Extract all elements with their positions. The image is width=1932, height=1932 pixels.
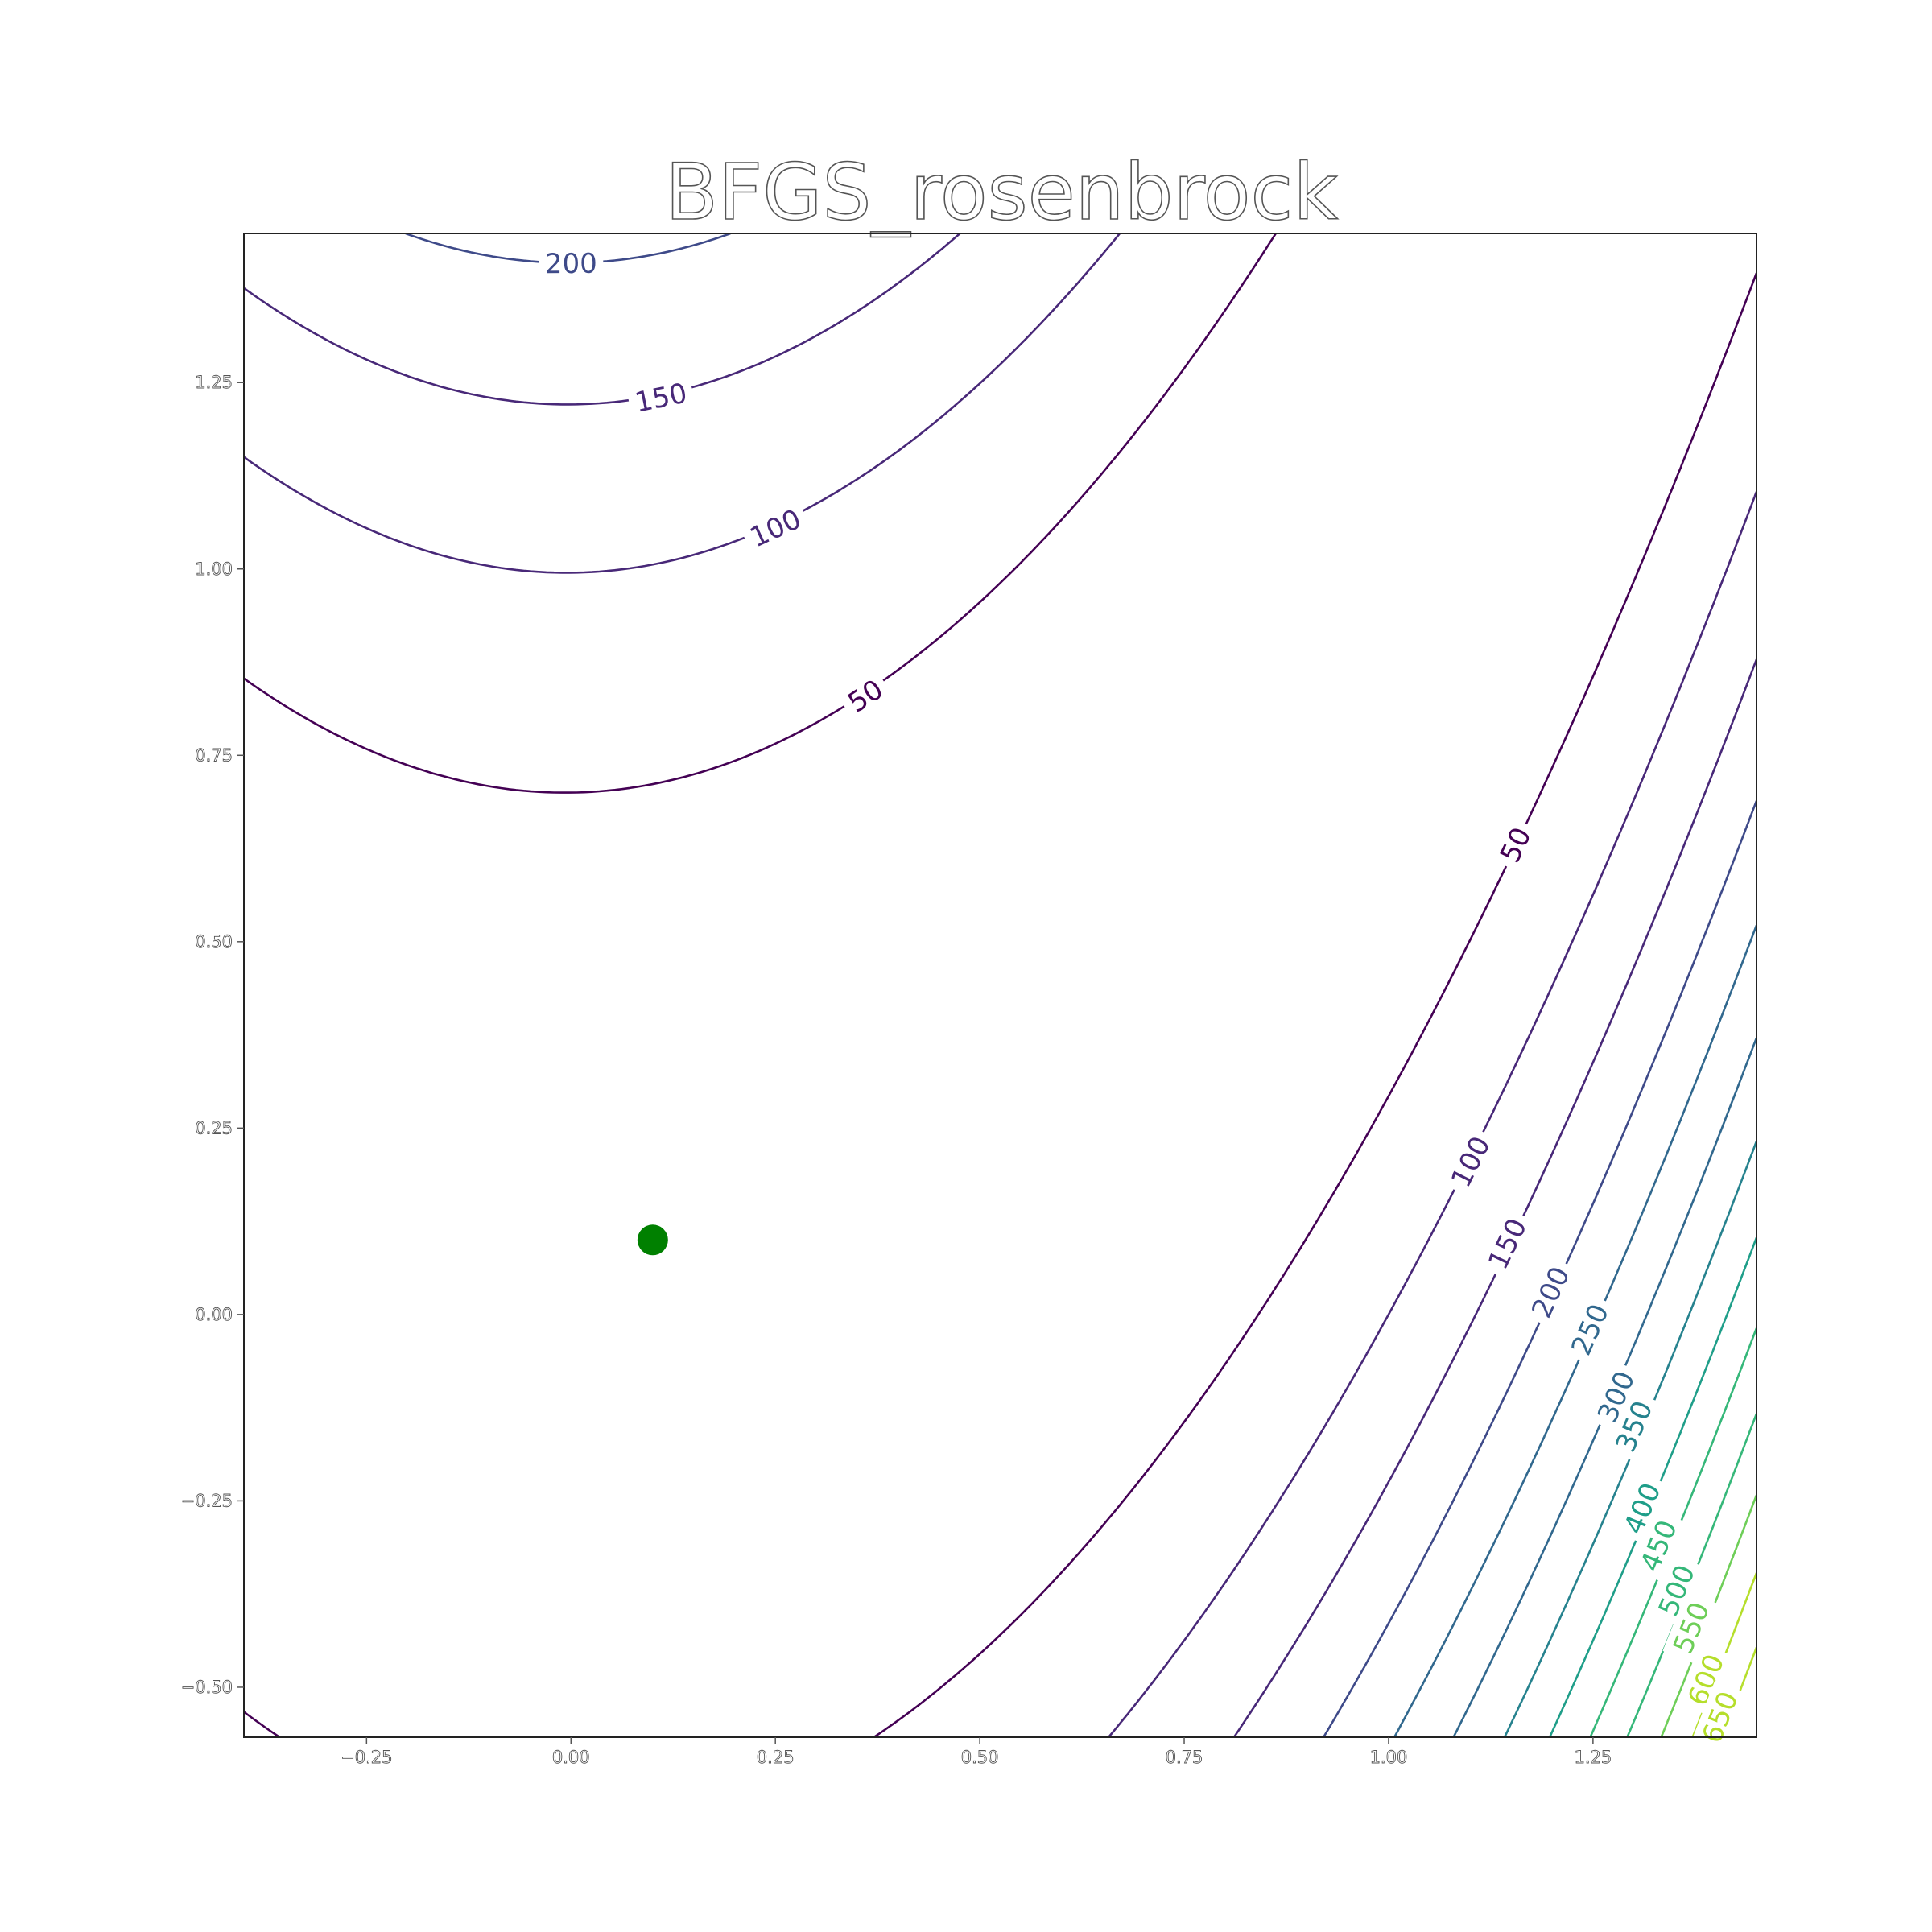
contour-label-background bbox=[1439, 1125, 1501, 1199]
x-tick-label: 0.00 bbox=[552, 1748, 590, 1767]
contour-label-background bbox=[1477, 1207, 1538, 1281]
start-point-marker bbox=[637, 1224, 668, 1256]
contour-label-background bbox=[1560, 1292, 1620, 1366]
contour-label-background bbox=[836, 667, 895, 724]
contour-label-background bbox=[1691, 1680, 1748, 1754]
contour-label-background bbox=[1677, 1643, 1735, 1716]
point-markers bbox=[637, 1224, 668, 1256]
y-tick-label: −0.50 bbox=[181, 1678, 233, 1697]
x-tick-label: 0.25 bbox=[757, 1748, 795, 1767]
x-tick-label: −0.25 bbox=[341, 1748, 392, 1767]
contour-label-background bbox=[1648, 1554, 1705, 1627]
contour-label-background bbox=[1662, 1591, 1719, 1665]
x-tick-label: 0.50 bbox=[961, 1748, 999, 1767]
plot-frame bbox=[243, 233, 1757, 1738]
contour-line-250 bbox=[1393, 924, 1757, 1737]
y-tick-label: 0.50 bbox=[195, 932, 233, 952]
y-tick-label: 1.25 bbox=[195, 373, 233, 392]
y-axis: −0.50 −0.25 0.00 0.25 0.50 0.75 1.00 1.25 bbox=[180, 373, 244, 1697]
contour-line-200 bbox=[405, 233, 1757, 1737]
contour-lines bbox=[244, 233, 1757, 1737]
contour-label-background bbox=[1489, 815, 1542, 874]
y-tick-label: 0.25 bbox=[195, 1118, 233, 1137]
x-tick-label: 0.75 bbox=[1166, 1748, 1203, 1767]
contour-line-100 bbox=[244, 233, 1757, 1737]
y-tick-label: −0.25 bbox=[181, 1491, 233, 1510]
x-tick-label: 1.25 bbox=[1574, 1748, 1612, 1767]
y-tick-label: 1.00 bbox=[195, 559, 233, 579]
y-tick-label: 0.75 bbox=[195, 745, 233, 765]
contour-label: 200 bbox=[545, 248, 597, 280]
contour-label-background bbox=[1604, 1389, 1663, 1463]
contour-label-background bbox=[1521, 1255, 1580, 1329]
x-tick-label: 1.00 bbox=[1370, 1748, 1408, 1767]
contour-label-group: 150 bbox=[625, 374, 696, 422]
x-axis: −0.25 0.00 0.25 0.50 0.75 1.00 1.25 bbox=[341, 1737, 1612, 1767]
contour-label-background bbox=[625, 374, 696, 422]
contour-label-background bbox=[1629, 1509, 1687, 1583]
contour-label-background bbox=[1613, 1472, 1671, 1546]
contour-label-background bbox=[539, 245, 604, 282]
contour-label-background bbox=[1587, 1360, 1645, 1434]
y-tick-label: 0.00 bbox=[195, 1305, 233, 1324]
chart-title: BFGS_rosenbrock bbox=[665, 147, 1338, 237]
contour-label-background bbox=[738, 498, 812, 558]
contour-line-50 bbox=[244, 233, 1757, 1737]
contour-label-group: 200 bbox=[539, 245, 604, 282]
